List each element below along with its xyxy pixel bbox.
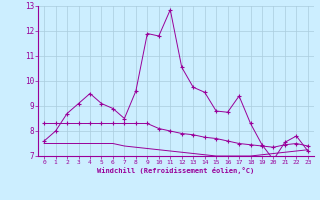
X-axis label: Windchill (Refroidissement éolien,°C): Windchill (Refroidissement éolien,°C) [97, 167, 255, 174]
